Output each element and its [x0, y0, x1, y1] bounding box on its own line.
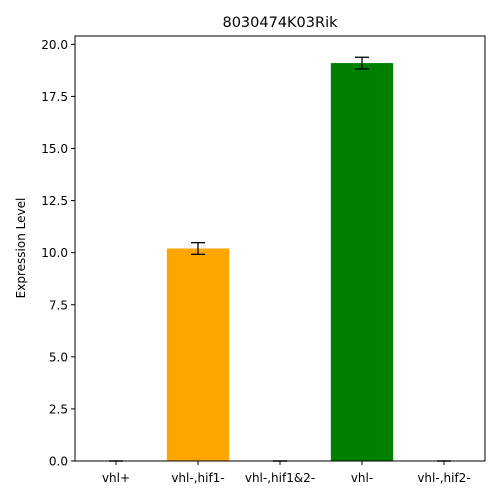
x-tick-label-2: vhl-,hif1&2-: [245, 471, 315, 485]
x-tick-label-4: vhl-,hif2-: [417, 471, 470, 485]
y-tick-label-5: 12.5: [41, 194, 68, 208]
y-tick-label-1: 2.5: [49, 402, 68, 416]
y-tick-label-8: 20.0: [41, 38, 68, 52]
errorbar-1: [191, 242, 205, 255]
y-tick-label-7: 17.5: [41, 90, 68, 104]
y-tick-label-0: 0.0: [49, 455, 68, 469]
y-tick-label-4: 10.0: [41, 246, 68, 260]
y-ticks-group: 0.0 2.5 5.0 7.5 10.0 12.5 15.0 17.5 20.0: [41, 38, 75, 469]
x-tick-label-3: vhl-: [351, 471, 373, 485]
bar-1: [166, 248, 230, 461]
errorbar-3: [355, 56, 369, 70]
bar-3: [330, 63, 394, 461]
y-tick-label-6: 15.0: [41, 142, 68, 156]
bars-group: [166, 63, 394, 461]
x-tick-label-1: vhl-,hif1-: [171, 471, 224, 485]
x-tick-label-0: vhl+: [102, 471, 130, 485]
chart-title: 8030474K03Rik: [222, 15, 338, 31]
x-ticks-group: vhl+ vhl-,hif1- vhl-,hif1&2- vhl-vhl-,hif2-: [102, 461, 471, 485]
errorbars-group: [109, 56, 451, 462]
y-tick-label-3: 7.5: [49, 298, 68, 312]
y-tick-label-2: 5.0: [49, 350, 68, 364]
y-axis-label: Expression Level: [14, 198, 28, 299]
plot-frame: [74, 35, 486, 462]
